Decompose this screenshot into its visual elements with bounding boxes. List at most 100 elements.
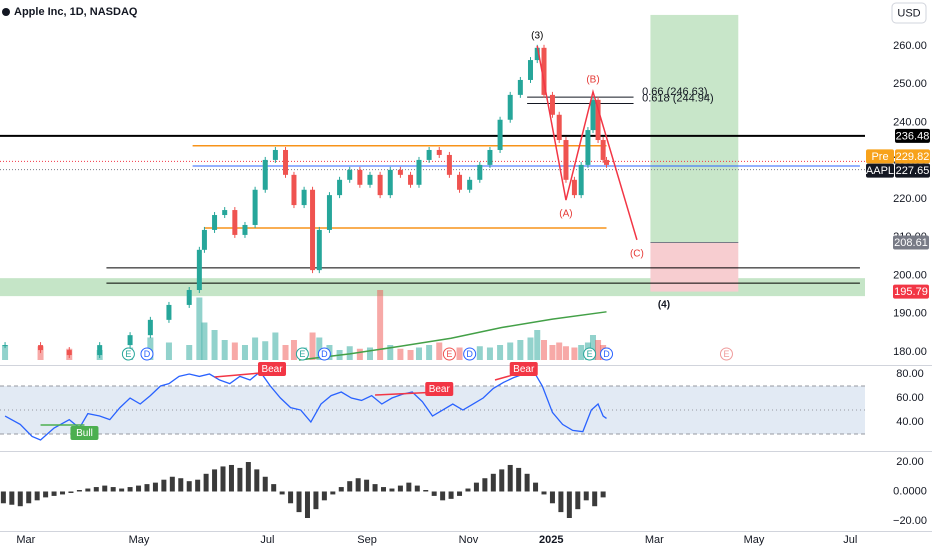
y-tick-label: 180.00 — [893, 346, 927, 358]
symbol-icon — [2, 8, 10, 16]
histogram-bar — [440, 491, 446, 501]
wave-label: (A) — [559, 209, 572, 220]
volume-bar — [507, 342, 514, 360]
event-badge — [140, 347, 154, 361]
y-tick-label: 0.0000 — [893, 485, 927, 497]
histogram-bar — [0, 491, 6, 504]
histogram-bar — [136, 485, 142, 492]
histogram-bar — [212, 469, 218, 492]
signal-box — [70, 426, 99, 441]
candle-body — [377, 174, 383, 196]
candle-body — [222, 210, 228, 216]
wave-label: (B) — [586, 74, 599, 85]
volume-bar — [562, 346, 569, 360]
histogram-bar — [575, 491, 581, 510]
event-badge — [121, 347, 135, 361]
entry-tag: 208.61 — [894, 237, 928, 249]
histogram-bar — [558, 491, 564, 513]
stop-tag-box — [893, 284, 929, 299]
histogram-bar — [465, 488, 471, 492]
y-tick-label: 190.00 — [893, 308, 927, 320]
y-tick-label: 80.00 — [896, 368, 924, 380]
candle-body — [527, 60, 533, 80]
tag-name: AAPL — [866, 165, 894, 177]
histogram-bar — [43, 491, 49, 498]
x-tick-label: Jul — [260, 534, 274, 546]
histogram-bar — [448, 491, 454, 499]
currency-label[interactable]: USD — [897, 7, 920, 19]
histogram-bar — [355, 478, 361, 492]
event-label: E — [723, 349, 729, 359]
histogram-bar — [279, 491, 285, 495]
histogram-bar — [592, 491, 598, 507]
histogram-bar — [457, 491, 463, 496]
candle-body — [541, 47, 547, 95]
volume-bar — [415, 347, 422, 360]
volume-bar — [290, 340, 297, 360]
histogram-bar — [372, 484, 378, 492]
volume-bar — [556, 342, 563, 360]
candle-body — [595, 99, 601, 141]
histogram-bar — [51, 491, 57, 496]
candle-body — [408, 174, 414, 185]
candle-body — [38, 345, 44, 351]
candle-body — [347, 169, 353, 180]
wave-line — [536, 45, 638, 241]
histogram-bar — [482, 478, 488, 492]
candle-body — [457, 174, 463, 190]
candle-body — [301, 189, 307, 206]
candle-body — [367, 174, 373, 185]
candle-body — [590, 99, 596, 131]
event-label: D — [603, 349, 610, 359]
candle-body — [166, 304, 172, 320]
symbol-title: Apple Inc, 1D, NASDAQ — [14, 6, 138, 18]
histogram-bar — [389, 488, 395, 492]
event-badge — [583, 347, 597, 361]
volume-bar — [517, 340, 524, 360]
histogram-bar — [330, 491, 336, 495]
candle-body — [556, 114, 562, 141]
candle-body — [262, 159, 268, 190]
event-badge — [317, 347, 331, 361]
candle-body — [252, 189, 258, 225]
tag-name-box — [866, 149, 894, 164]
histogram-bar — [490, 473, 496, 492]
candle-body — [127, 335, 133, 346]
candle-body — [426, 149, 432, 160]
histogram-bar — [161, 479, 167, 492]
volume-bar — [387, 345, 394, 360]
histogram-bar — [583, 491, 589, 501]
volume-bar — [316, 337, 323, 360]
price-tag-box — [895, 163, 930, 178]
histogram-bar — [414, 485, 420, 492]
histogram-bar — [245, 462, 251, 492]
histogram-bar — [262, 476, 268, 492]
histogram-bar — [169, 476, 175, 492]
candle-body — [147, 319, 153, 336]
volume-bar — [476, 346, 483, 360]
candle-body — [507, 94, 513, 120]
histogram-bar — [271, 484, 277, 492]
event-label: E — [446, 349, 452, 359]
histogram-bar — [26, 491, 32, 504]
currency-button[interactable] — [891, 2, 927, 24]
candle-body — [212, 215, 218, 230]
target-zone — [650, 14, 739, 243]
event-badge — [600, 347, 614, 361]
candle-body — [517, 79, 523, 95]
event-label: D — [321, 349, 328, 359]
candle-body — [578, 164, 584, 196]
histogram-bar — [127, 487, 133, 492]
histogram-bar — [102, 485, 108, 492]
histogram-bar — [541, 491, 547, 495]
volume-bar — [241, 345, 248, 360]
candle-body — [66, 350, 72, 356]
histogram-bar — [60, 491, 66, 495]
histogram-bar — [186, 481, 192, 492]
entry-tag-box — [893, 235, 929, 250]
candle-body — [326, 195, 332, 230]
candle-body — [571, 179, 577, 196]
candle-body — [604, 159, 610, 165]
event-badge — [719, 347, 733, 361]
